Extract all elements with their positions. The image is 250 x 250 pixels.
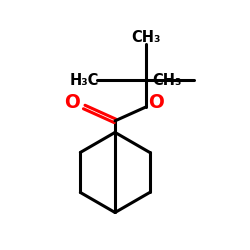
Text: O: O: [148, 93, 164, 112]
Text: H₃C: H₃C: [70, 72, 99, 88]
Text: CH₃: CH₃: [131, 30, 160, 45]
Text: O: O: [64, 93, 80, 112]
Text: CH₃: CH₃: [153, 72, 182, 88]
